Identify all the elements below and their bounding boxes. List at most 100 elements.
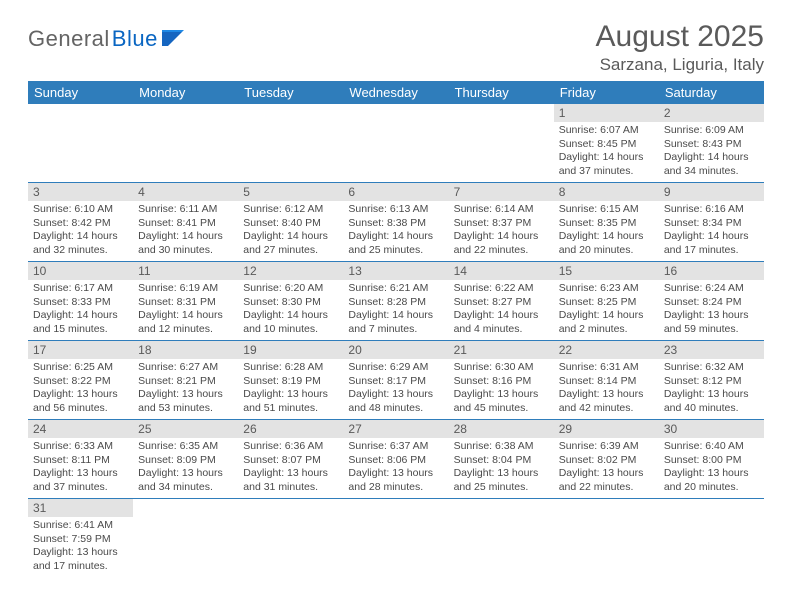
daylight-line: Daylight: 13 hours and 31 minutes. bbox=[243, 467, 338, 494]
sunset-line: Sunset: 8:33 PM bbox=[33, 296, 128, 310]
calendar-cell bbox=[238, 499, 343, 584]
sunrise-line: Sunrise: 6:14 AM bbox=[454, 203, 549, 217]
day-number: 14 bbox=[449, 262, 554, 280]
day-details: Sunrise: 6:09 AMSunset: 8:43 PMDaylight:… bbox=[659, 122, 764, 182]
sunset-line: Sunset: 8:38 PM bbox=[348, 217, 443, 231]
sunrise-line: Sunrise: 6:39 AM bbox=[559, 440, 654, 454]
day-number: 19 bbox=[238, 341, 343, 359]
calendar-cell: 23Sunrise: 6:32 AMSunset: 8:12 PMDayligh… bbox=[659, 341, 764, 420]
calendar-cell: 6Sunrise: 6:13 AMSunset: 8:38 PMDaylight… bbox=[343, 183, 448, 262]
daylight-line: Daylight: 13 hours and 22 minutes. bbox=[559, 467, 654, 494]
sunrise-line: Sunrise: 6:22 AM bbox=[454, 282, 549, 296]
sunrise-line: Sunrise: 6:12 AM bbox=[243, 203, 338, 217]
sunset-line: Sunset: 8:22 PM bbox=[33, 375, 128, 389]
calendar-cell: 10Sunrise: 6:17 AMSunset: 8:33 PMDayligh… bbox=[28, 262, 133, 341]
day-number: 7 bbox=[449, 183, 554, 201]
sunset-line: Sunset: 8:09 PM bbox=[138, 454, 233, 468]
sunset-line: Sunset: 8:37 PM bbox=[454, 217, 549, 231]
day-number: 18 bbox=[133, 341, 238, 359]
logo-flag-icon bbox=[162, 30, 184, 51]
day-number: 15 bbox=[554, 262, 659, 280]
calendar-cell bbox=[28, 104, 133, 183]
day-header: Friday bbox=[554, 81, 659, 104]
daylight-line: Daylight: 14 hours and 2 minutes. bbox=[559, 309, 654, 336]
day-number: 8 bbox=[554, 183, 659, 201]
sunset-line: Sunset: 8:27 PM bbox=[454, 296, 549, 310]
day-number: 21 bbox=[449, 341, 554, 359]
daylight-line: Daylight: 13 hours and 48 minutes. bbox=[348, 388, 443, 415]
day-number: 11 bbox=[133, 262, 238, 280]
sunrise-line: Sunrise: 6:37 AM bbox=[348, 440, 443, 454]
calendar-cell bbox=[343, 499, 448, 584]
sunset-line: Sunset: 8:30 PM bbox=[243, 296, 338, 310]
sunset-line: Sunset: 8:16 PM bbox=[454, 375, 549, 389]
sunrise-line: Sunrise: 6:21 AM bbox=[348, 282, 443, 296]
day-number: 16 bbox=[659, 262, 764, 280]
day-number: 9 bbox=[659, 183, 764, 201]
daylight-line: Daylight: 14 hours and 4 minutes. bbox=[454, 309, 549, 336]
day-details: Sunrise: 6:28 AMSunset: 8:19 PMDaylight:… bbox=[238, 359, 343, 419]
daylight-line: Daylight: 14 hours and 15 minutes. bbox=[33, 309, 128, 336]
day-header: Thursday bbox=[449, 81, 554, 104]
day-header: Tuesday bbox=[238, 81, 343, 104]
sunset-line: Sunset: 7:59 PM bbox=[33, 533, 128, 547]
daylight-line: Daylight: 13 hours and 56 minutes. bbox=[33, 388, 128, 415]
daylight-line: Daylight: 13 hours and 25 minutes. bbox=[454, 467, 549, 494]
day-details: Sunrise: 6:21 AMSunset: 8:28 PMDaylight:… bbox=[343, 280, 448, 340]
day-details: Sunrise: 6:11 AMSunset: 8:41 PMDaylight:… bbox=[133, 201, 238, 261]
sunset-line: Sunset: 8:24 PM bbox=[664, 296, 759, 310]
daylight-line: Daylight: 13 hours and 59 minutes. bbox=[664, 309, 759, 336]
sunrise-line: Sunrise: 6:32 AM bbox=[664, 361, 759, 375]
sunset-line: Sunset: 8:21 PM bbox=[138, 375, 233, 389]
daylight-line: Daylight: 13 hours and 28 minutes. bbox=[348, 467, 443, 494]
day-number: 4 bbox=[133, 183, 238, 201]
day-number: 20 bbox=[343, 341, 448, 359]
day-details: Sunrise: 6:16 AMSunset: 8:34 PMDaylight:… bbox=[659, 201, 764, 261]
day-details: Sunrise: 6:35 AMSunset: 8:09 PMDaylight:… bbox=[133, 438, 238, 498]
sunrise-line: Sunrise: 6:10 AM bbox=[33, 203, 128, 217]
daylight-line: Daylight: 13 hours and 45 minutes. bbox=[454, 388, 549, 415]
calendar-cell: 18Sunrise: 6:27 AMSunset: 8:21 PMDayligh… bbox=[133, 341, 238, 420]
calendar-cell: 15Sunrise: 6:23 AMSunset: 8:25 PMDayligh… bbox=[554, 262, 659, 341]
daylight-line: Daylight: 14 hours and 7 minutes. bbox=[348, 309, 443, 336]
day-details: Sunrise: 6:31 AMSunset: 8:14 PMDaylight:… bbox=[554, 359, 659, 419]
day-number: 24 bbox=[28, 420, 133, 438]
header: General Blue August 2025 Sarzana, Liguri… bbox=[28, 20, 764, 75]
calendar-cell: 16Sunrise: 6:24 AMSunset: 8:24 PMDayligh… bbox=[659, 262, 764, 341]
daylight-line: Daylight: 14 hours and 30 minutes. bbox=[138, 230, 233, 257]
day-details: Sunrise: 6:41 AMSunset: 7:59 PMDaylight:… bbox=[28, 517, 133, 577]
calendar-cell: 22Sunrise: 6:31 AMSunset: 8:14 PMDayligh… bbox=[554, 341, 659, 420]
day-details: Sunrise: 6:38 AMSunset: 8:04 PMDaylight:… bbox=[449, 438, 554, 498]
daylight-line: Daylight: 13 hours and 53 minutes. bbox=[138, 388, 233, 415]
calendar-body: 1Sunrise: 6:07 AMSunset: 8:45 PMDaylight… bbox=[28, 104, 764, 583]
day-header: Sunday bbox=[28, 81, 133, 104]
day-details: Sunrise: 6:23 AMSunset: 8:25 PMDaylight:… bbox=[554, 280, 659, 340]
calendar-cell: 28Sunrise: 6:38 AMSunset: 8:04 PMDayligh… bbox=[449, 420, 554, 499]
calendar-cell: 27Sunrise: 6:37 AMSunset: 8:06 PMDayligh… bbox=[343, 420, 448, 499]
sunset-line: Sunset: 8:45 PM bbox=[559, 138, 654, 152]
calendar-cell: 4Sunrise: 6:11 AMSunset: 8:41 PMDaylight… bbox=[133, 183, 238, 262]
sunset-line: Sunset: 8:06 PM bbox=[348, 454, 443, 468]
sunrise-line: Sunrise: 6:35 AM bbox=[138, 440, 233, 454]
sunrise-line: Sunrise: 6:13 AM bbox=[348, 203, 443, 217]
day-number: 10 bbox=[28, 262, 133, 280]
calendar-row: 24Sunrise: 6:33 AMSunset: 8:11 PMDayligh… bbox=[28, 420, 764, 499]
daylight-line: Daylight: 14 hours and 12 minutes. bbox=[138, 309, 233, 336]
daylight-line: Daylight: 13 hours and 37 minutes. bbox=[33, 467, 128, 494]
day-details: Sunrise: 6:17 AMSunset: 8:33 PMDaylight:… bbox=[28, 280, 133, 340]
day-number: 28 bbox=[449, 420, 554, 438]
calendar-cell: 25Sunrise: 6:35 AMSunset: 8:09 PMDayligh… bbox=[133, 420, 238, 499]
sunset-line: Sunset: 8:17 PM bbox=[348, 375, 443, 389]
sunrise-line: Sunrise: 6:33 AM bbox=[33, 440, 128, 454]
sunset-line: Sunset: 8:43 PM bbox=[664, 138, 759, 152]
sunrise-line: Sunrise: 6:19 AM bbox=[138, 282, 233, 296]
sunset-line: Sunset: 8:04 PM bbox=[454, 454, 549, 468]
calendar-cell bbox=[133, 104, 238, 183]
sunrise-line: Sunrise: 6:07 AM bbox=[559, 124, 654, 138]
sunset-line: Sunset: 8:07 PM bbox=[243, 454, 338, 468]
sunset-line: Sunset: 8:14 PM bbox=[559, 375, 654, 389]
day-number: 29 bbox=[554, 420, 659, 438]
sunrise-line: Sunrise: 6:41 AM bbox=[33, 519, 128, 533]
calendar-cell: 30Sunrise: 6:40 AMSunset: 8:00 PMDayligh… bbox=[659, 420, 764, 499]
day-details: Sunrise: 6:15 AMSunset: 8:35 PMDaylight:… bbox=[554, 201, 659, 261]
